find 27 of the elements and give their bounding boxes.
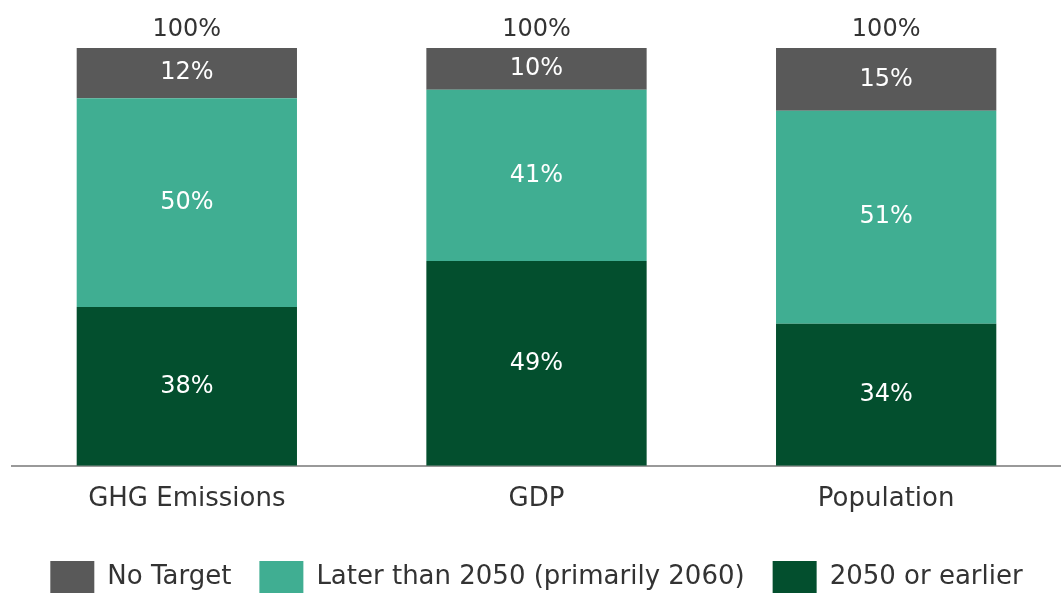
bar	[76, 307, 297, 466]
bar	[426, 261, 647, 466]
total-label: 100%	[851, 14, 921, 43]
x-tick-label: GHG Emissions	[88, 482, 286, 513]
bar	[776, 110, 997, 324]
total-label: 100%	[152, 14, 222, 43]
total-label: 100%	[502, 14, 571, 43]
bar	[776, 48, 997, 111]
data-label: 34%	[859, 379, 913, 408]
legend-label: 2050 or earlier	[829, 559, 1023, 590]
bar	[426, 48, 647, 90]
data-label: 38%	[160, 370, 214, 399]
data-label: 51%	[859, 201, 913, 230]
data-label: 50%	[160, 186, 214, 215]
x-tick-label: Population	[817, 482, 955, 513]
bar	[76, 48, 297, 99]
legend-label: Later than 2050 (primarily 2060)	[316, 559, 745, 590]
bar	[76, 98, 297, 308]
data-label: 15%	[859, 63, 913, 92]
data-label: 10%	[509, 53, 564, 82]
x-tick-label: GDP	[508, 482, 565, 513]
bar	[426, 89, 647, 262]
data-label: 12%	[160, 57, 214, 86]
data-label: 41%	[509, 159, 564, 188]
bar	[776, 323, 997, 466]
data-label: 49%	[509, 347, 564, 376]
legend-label: No Target	[107, 559, 232, 590]
